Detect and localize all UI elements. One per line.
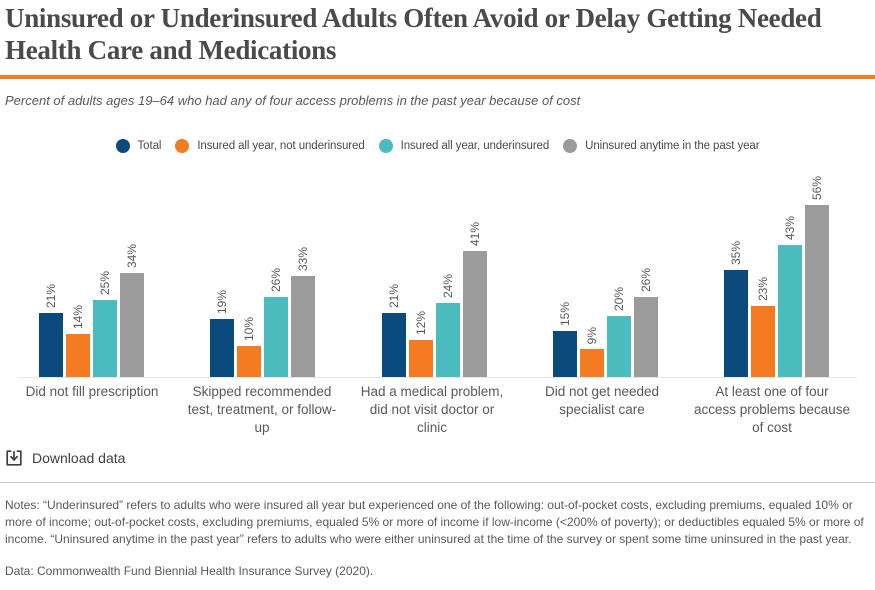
category-label: Did not get needed specialist care (544, 384, 660, 418)
bar-column: 23% (751, 277, 775, 377)
legend-marker-dot (115, 139, 130, 153)
category-label: Had a medical problem, did not visit doc… (360, 384, 504, 436)
bar-column: 26% (633, 267, 658, 377)
bar-column: 43% (778, 216, 802, 377)
bar[interactable] (408, 340, 433, 377)
bar-column: 41% (462, 221, 487, 377)
download-data-button[interactable]: Download data (6, 450, 125, 466)
bar-value-label: 56% (810, 175, 824, 200)
bar-column: 12% (408, 310, 433, 377)
bar-value-label: 26% (638, 267, 653, 292)
legend-label: Insured all year, not underinsured (197, 140, 365, 152)
notes-text: Notes: “Underinsured” refers to adults w… (5, 497, 864, 547)
data-credit-text: Data: Commonwealth Fund Biennial Health … (5, 563, 374, 578)
legend-label: Uninsured anytime in the past year (585, 140, 760, 152)
bar-column: 21% (381, 283, 406, 377)
bar-column: 33% (291, 246, 316, 377)
bar-column: 35% (724, 241, 748, 377)
bar-column: 20% (606, 286, 631, 377)
bar[interactable] (579, 349, 604, 377)
bar-value-label: 24% (440, 273, 455, 298)
bar-column: 25% (93, 271, 117, 377)
bar-value-label: 15% (557, 301, 572, 326)
bar-column: 34% (120, 244, 144, 377)
bar-value-label: 43% (783, 215, 797, 240)
bar[interactable] (724, 270, 748, 377)
category-label: At least one of four access problems bec… (693, 384, 851, 436)
bar-value-label: 34% (125, 243, 139, 268)
bar-value-label: 25% (98, 270, 112, 295)
bar-group: 19% 10% 26% 33% (210, 246, 316, 377)
bar[interactable] (435, 303, 460, 377)
bar-value-label: 21% (386, 283, 401, 308)
bar-value-label: 26% (269, 267, 284, 292)
bar-group: 15% 9% 20% 26% (552, 267, 658, 377)
chart-description: Percent of adults ages 19–64 who had any… (5, 93, 581, 108)
bar-value-label: 20% (611, 286, 626, 311)
bar[interactable] (39, 313, 63, 377)
bar[interactable] (66, 334, 90, 377)
bar[interactable] (462, 251, 487, 377)
download-icon (6, 450, 22, 466)
legend-item[interactable]: Uninsured anytime in the past year (563, 139, 760, 153)
legend-label: Total (137, 140, 162, 152)
bar[interactable] (93, 300, 117, 377)
bar-value-label: 12% (413, 310, 428, 335)
bar[interactable] (552, 331, 577, 377)
bar[interactable] (751, 306, 775, 377)
legend-marker-dot (175, 139, 190, 153)
legend-marker-dot (378, 139, 393, 153)
bar[interactable] (264, 297, 289, 377)
bar-value-label: 9% (584, 326, 599, 344)
category-label: Did not fill prescription (25, 384, 159, 399)
bar[interactable] (210, 319, 235, 377)
grouped-bar-chart: 21% 14% 25% 34% 19% 10% 26% 33% 21% 12% 24% 41% 15% 9… (18, 164, 857, 378)
bar-group: 21% 12% 24% 41% (381, 221, 487, 377)
bar-column: 19% (210, 289, 235, 377)
bar-column: 15% (552, 301, 577, 377)
bar[interactable] (381, 313, 406, 377)
bar-group: 21% 14% 25% 34% (39, 244, 144, 377)
bar[interactable] (237, 346, 262, 377)
bar[interactable] (606, 316, 631, 377)
legend-item[interactable]: Total (115, 139, 162, 153)
bar-value-label: 23% (756, 276, 770, 301)
bar-group: 35% 23% 43% 56% (724, 176, 829, 377)
bar-value-label: 33% (296, 246, 311, 271)
bar-column: 9% (579, 326, 604, 377)
bar[interactable] (291, 276, 316, 377)
category-label: Skipped recommended test, treatment, or … (187, 384, 337, 436)
accent-rule (0, 75, 875, 79)
bar-value-label: 21% (44, 283, 58, 308)
bar-column: 24% (435, 273, 460, 377)
bar-value-label: 35% (729, 240, 743, 265)
bar[interactable] (633, 297, 658, 377)
bar-value-label: 19% (215, 289, 230, 314)
legend-item[interactable]: Insured all year, underinsured (378, 139, 550, 153)
chart-legend: Total Insured all year, not underinsured I… (0, 138, 875, 154)
bar-column: 56% (805, 176, 829, 377)
legend-label: Insured all year, underinsured (400, 140, 550, 152)
category-axis-labels: Did not fill prescription Skipped recomme… (0, 383, 875, 438)
bar-column: 21% (39, 284, 63, 377)
bar[interactable] (120, 273, 144, 377)
bar-column: 14% (66, 305, 90, 377)
bar-column: 10% (237, 316, 262, 377)
bar-value-label: 10% (242, 316, 257, 341)
bar[interactable] (805, 205, 829, 377)
legend-marker-dot (563, 139, 578, 153)
bar-value-label: 14% (71, 304, 85, 329)
bar-column: 26% (264, 267, 289, 377)
bar-value-label: 41% (467, 221, 482, 246)
section-divider (0, 481, 875, 483)
page-title: Uninsured or Underinsured Adults Often A… (5, 3, 822, 65)
legend-item[interactable]: Insured all year, not underinsured (175, 139, 365, 153)
download-label: Download data (32, 449, 126, 466)
bar[interactable] (778, 245, 802, 377)
